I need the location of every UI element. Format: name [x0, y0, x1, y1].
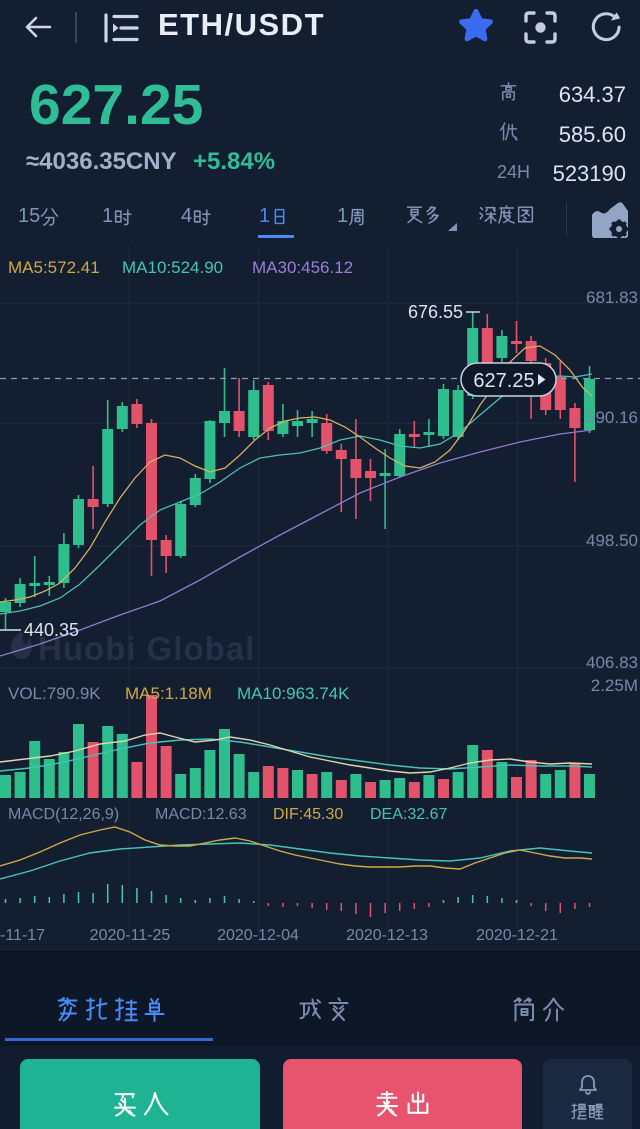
svg-text:VOL:790.9K: VOL:790.9K — [8, 684, 101, 703]
svg-text:2020-11-25: 2020-11-25 — [90, 927, 171, 944]
svg-text:MA30:456.12: MA30:456.12 — [252, 258, 353, 277]
svg-text:MA10:963.74K: MA10:963.74K — [237, 684, 350, 703]
svg-text:590.16: 590.16 — [586, 408, 638, 427]
svg-text:MA5:1.18M: MA5:1.18M — [125, 684, 212, 703]
svg-text:MACD(12,26,9): MACD(12,26,9) — [8, 806, 119, 823]
svg-text:406.83: 406.83 — [586, 653, 638, 672]
svg-text:627.25: 627.25 — [473, 370, 534, 392]
svg-text:2.25M: 2.25M — [591, 676, 638, 695]
svg-text:2020-12-21: 2020-12-21 — [476, 927, 558, 944]
svg-text:681.83: 681.83 — [586, 288, 638, 307]
svg-text:2020-12-04: 2020-12-04 — [217, 927, 299, 944]
svg-text:DEA:32.67: DEA:32.67 — [370, 806, 447, 823]
svg-text:Huobi Global: Huobi Global — [38, 630, 255, 667]
svg-text:DIF:45.30: DIF:45.30 — [273, 806, 343, 823]
svg-text:498.50: 498.50 — [586, 531, 638, 550]
svg-text:-11-17: -11-17 — [0, 927, 45, 944]
svg-text:2020-12-13: 2020-12-13 — [346, 927, 428, 944]
svg-text:440.35: 440.35 — [24, 620, 79, 640]
svg-text:MACD:12.63: MACD:12.63 — [155, 806, 247, 823]
svg-text:676.55: 676.55 — [408, 302, 463, 322]
svg-text:MA10:524.90: MA10:524.90 — [122, 258, 223, 277]
svg-text:MA5:572.41: MA5:572.41 — [8, 258, 100, 277]
